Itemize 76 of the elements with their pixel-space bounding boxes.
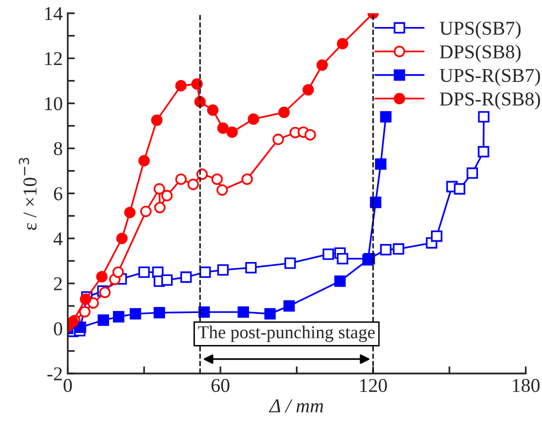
point <box>112 266 124 278</box>
point <box>478 111 490 123</box>
legend-label: UPS(SB7) <box>440 21 521 39</box>
point <box>334 275 346 287</box>
point <box>375 158 386 170</box>
point <box>283 300 295 312</box>
point <box>380 111 392 123</box>
point <box>336 252 348 264</box>
y-tick-label: 10 <box>45 97 62 110</box>
y-axis-title: ε / ×10$^{−3}$ <box>18 158 37 230</box>
x-tick-label: 120 <box>360 378 387 392</box>
point <box>154 202 166 214</box>
y-tick-label: 6 <box>54 187 62 200</box>
point <box>430 230 442 242</box>
point <box>154 307 166 318</box>
legend-label: DPS-R(SB8) <box>440 92 540 110</box>
point <box>302 84 314 96</box>
point <box>392 243 404 255</box>
point <box>198 306 210 318</box>
point <box>370 196 382 208</box>
point <box>238 306 250 318</box>
point <box>207 104 218 116</box>
y-tick-label: 12 <box>45 52 62 66</box>
x-tick-label: 180 <box>512 378 540 392</box>
point <box>336 38 348 50</box>
y-tick-label: 2 <box>54 277 62 290</box>
point <box>116 232 128 244</box>
point <box>112 311 124 322</box>
point <box>216 184 228 196</box>
point <box>98 314 110 326</box>
point <box>138 155 150 166</box>
x-tick-label: 60 <box>212 378 230 392</box>
point <box>154 183 166 195</box>
point <box>199 266 211 278</box>
y-tick-label: -2 <box>47 367 62 380</box>
point <box>478 146 490 158</box>
point <box>248 113 260 125</box>
point <box>316 59 328 71</box>
point <box>264 308 276 320</box>
x-axis-title: Δ / mm <box>268 399 324 412</box>
point <box>217 264 229 276</box>
point <box>284 257 296 269</box>
point <box>96 270 108 282</box>
point <box>187 178 199 190</box>
point <box>124 206 136 218</box>
point <box>241 173 253 185</box>
point <box>161 274 173 286</box>
point <box>217 122 229 134</box>
point <box>138 266 150 278</box>
point <box>211 173 223 185</box>
point <box>466 167 478 179</box>
point <box>226 126 238 138</box>
point <box>380 244 392 256</box>
y-tick-label: 14 <box>45 7 63 20</box>
point <box>151 114 162 126</box>
point <box>161 190 173 202</box>
point <box>245 262 257 274</box>
point <box>322 248 334 260</box>
x-tick-label: 0 <box>64 378 72 392</box>
point <box>180 271 192 283</box>
point <box>175 173 187 185</box>
point <box>79 306 90 318</box>
point <box>130 308 142 320</box>
point <box>191 78 203 90</box>
legend-label: UPS-R(SB7) <box>440 68 540 86</box>
annotation: The post-punching stage <box>198 326 375 342</box>
y-tick-label: 8 <box>54 142 62 156</box>
point <box>278 106 290 118</box>
point <box>304 129 316 141</box>
point <box>140 206 152 218</box>
point <box>272 134 284 146</box>
legend-label: DPS(SB8) <box>440 44 521 62</box>
y-tick-label: 4 <box>54 232 63 246</box>
y-tick-label: 0 <box>54 322 62 336</box>
point <box>454 183 466 195</box>
point <box>175 80 187 92</box>
